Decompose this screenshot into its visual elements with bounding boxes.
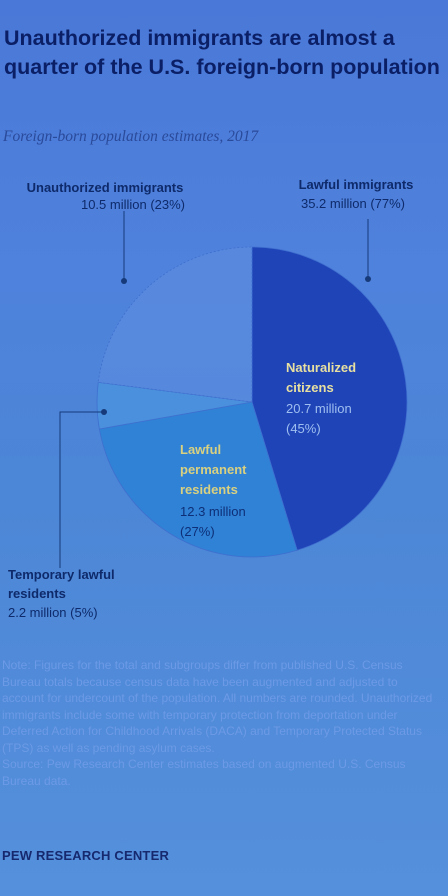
pie-slices <box>96 246 408 558</box>
note-block: Note: Figures for the total and subgroup… <box>2 657 442 789</box>
source-text: Source: Pew Research Center estimates ba… <box>2 757 406 788</box>
pie-chart: Unauthorized immigrants 10.5 million (23… <box>8 177 414 620</box>
unauthorized-leader-dot <box>121 278 127 284</box>
label-unauthorized-name: Unauthorized immigrants <box>27 180 184 195</box>
label-naturalized-value: 20.7 million (45%) <box>286 401 355 436</box>
pie-slice-temporary-lawful-residents <box>96 381 253 430</box>
pie-slice-naturalized-citizens <box>251 246 408 551</box>
label-naturalized-name: Naturalized citizens <box>286 360 360 395</box>
label-unauthorized-value: 10.5 million (23%) <box>81 197 185 212</box>
pew-footer: PEW RESEARCH CENTER <box>2 848 170 863</box>
label-permanent-value: 12.3 million (27%) <box>180 504 249 539</box>
temporary-leader-line <box>59 411 104 568</box>
note-text: Note: Figures for the total and subgroup… <box>2 658 433 755</box>
label-lawful-name: Lawful immigrants <box>299 177 414 192</box>
lawful-leader-dot <box>365 276 371 282</box>
chart-title: Unauthorized immigrants are almost a qua… <box>4 26 440 79</box>
label-lawful-value: 35.2 million (77%) <box>301 196 405 211</box>
temporary-leader-dot <box>101 409 107 415</box>
chart-subtitle: Foreign-born population estimates, 2017 <box>3 128 259 145</box>
pie-slice-unauthorized-immigrants <box>97 246 253 403</box>
label-permanent-name: Lawful permanent residents <box>180 442 250 497</box>
label-temporary-value: 2.2 million (5%) <box>8 605 98 620</box>
pie-slice-lawful-permanent-residents <box>98 401 298 558</box>
label-temporary-name: Temporary lawful residents <box>8 567 118 601</box>
